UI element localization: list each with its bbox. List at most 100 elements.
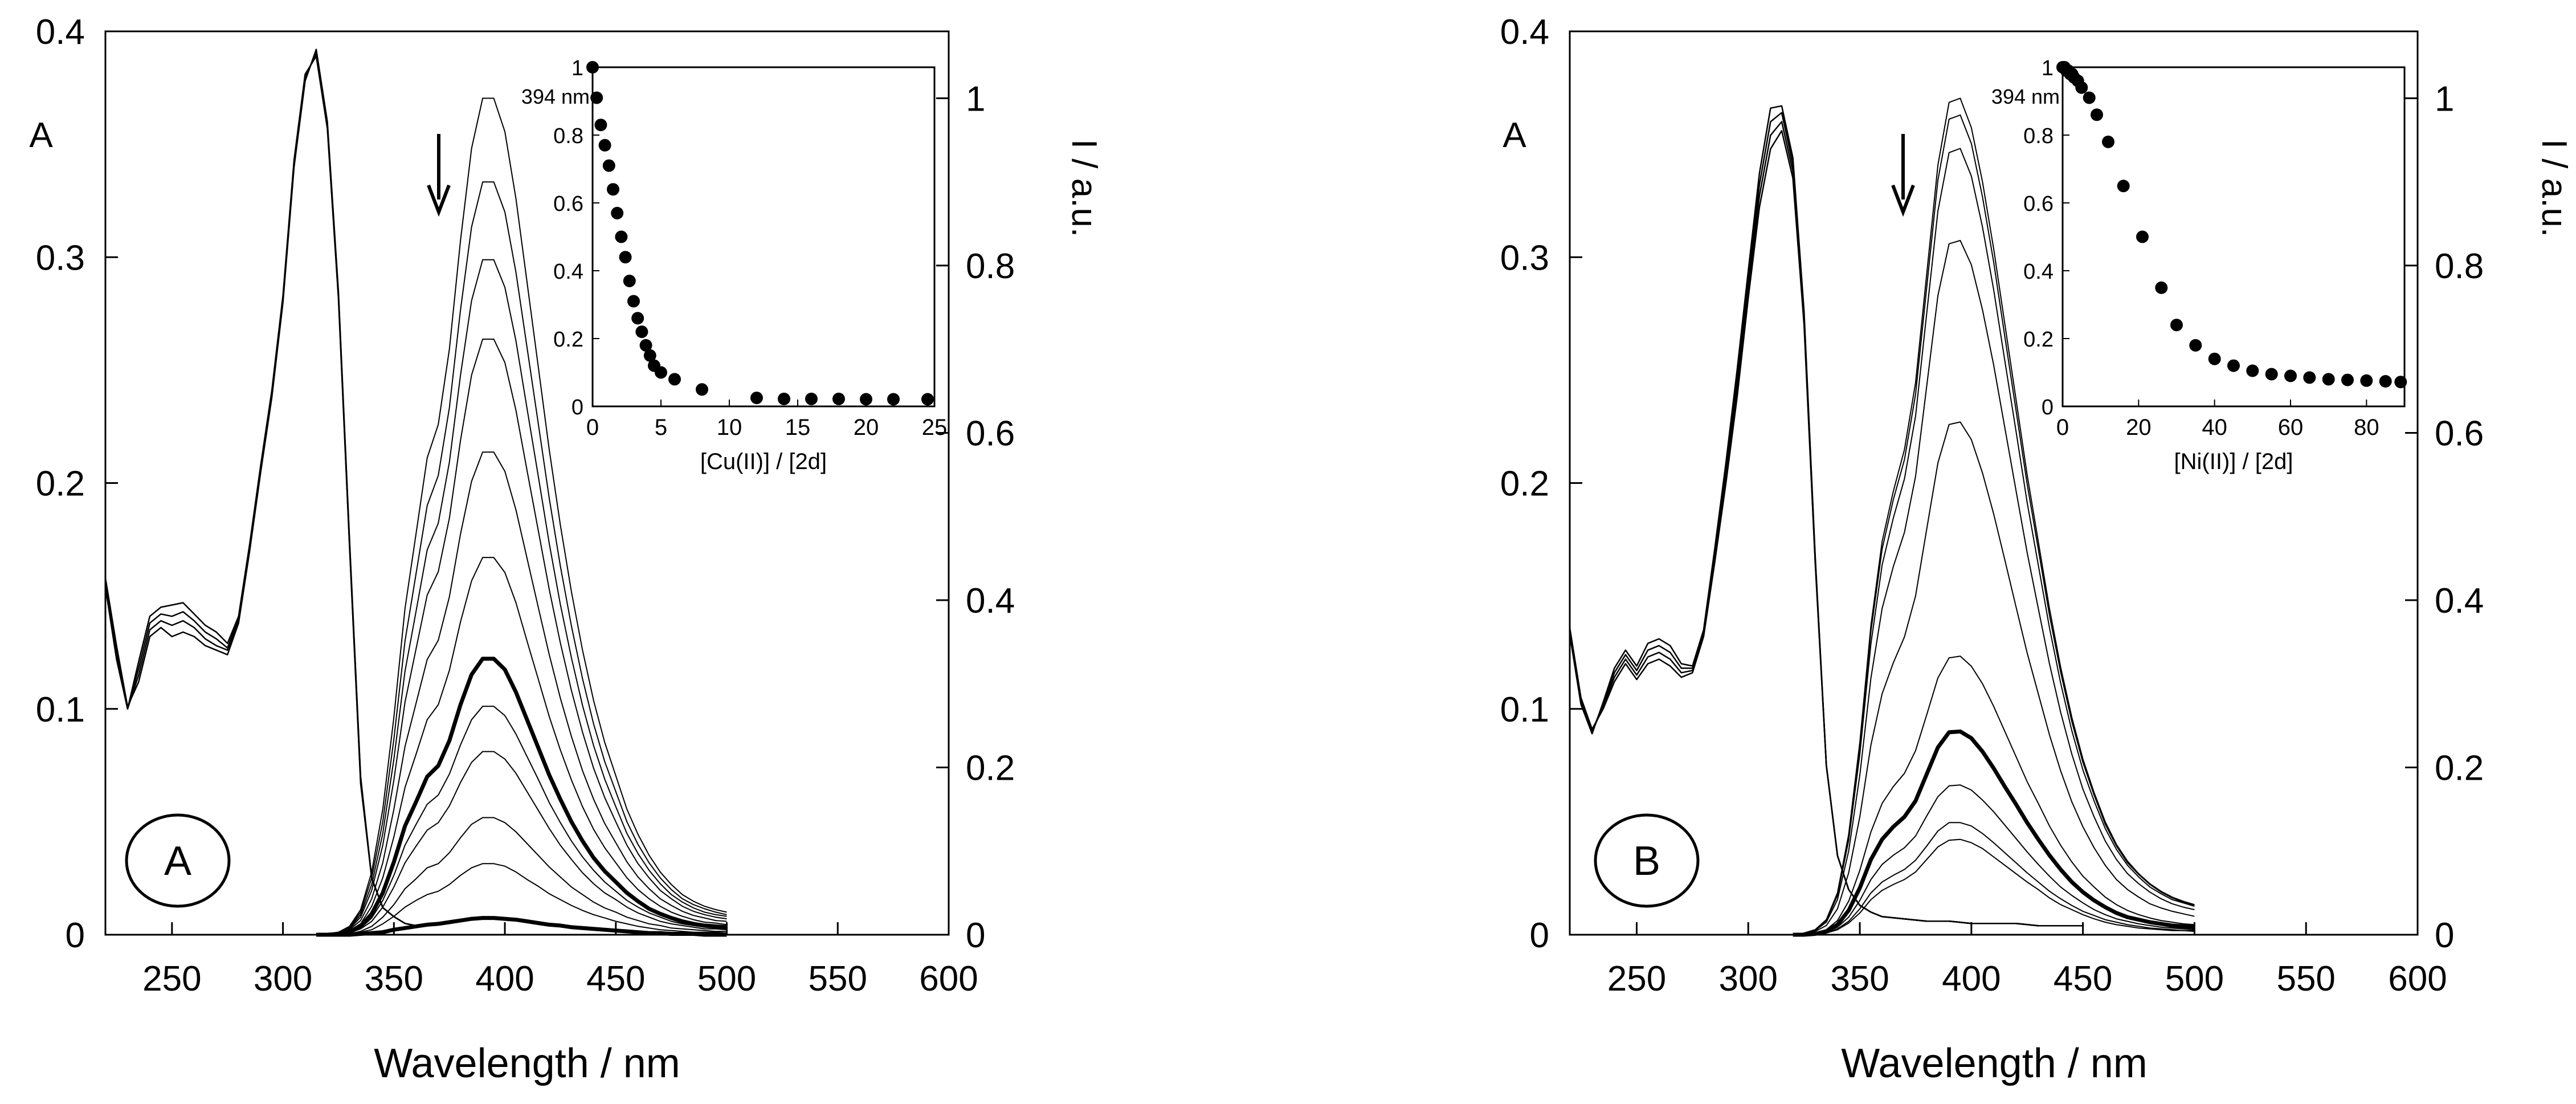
x-tick-label: 400: [475, 959, 534, 999]
panel-b: 250 300 350 400 450 500 550 60000.10.20.30.400.…: [1500, 13, 2574, 1086]
inset-x-tick-label: 40: [2202, 415, 2227, 440]
inset-data-point: [615, 230, 628, 243]
inset-data-point: [860, 393, 872, 406]
inset-y-tick-label: 0.2: [553, 328, 583, 352]
panel-label: A: [164, 838, 191, 884]
inset-x-tick-label: 15: [785, 415, 811, 440]
inset-data-point: [2360, 374, 2373, 387]
left-y-tick-label: 0: [66, 916, 85, 955]
emission-series-line: [316, 817, 727, 935]
inset-x-tick-label: 25: [922, 415, 948, 440]
right-y-tick-label: 0.2: [2435, 748, 2484, 788]
absorption-series-line: [104, 48, 417, 927]
right-y-tick-label: 0.6: [2435, 414, 2484, 453]
inset-data-point: [778, 392, 790, 405]
right-y-tick-label: 0.8: [2435, 247, 2484, 286]
inset-x-tick-label: 20: [854, 415, 879, 440]
absorption-series-line: [104, 51, 417, 927]
panel-label-circle: [125, 813, 231, 908]
inset-data-point: [2170, 319, 2183, 332]
x-tick-label: 400: [1942, 959, 2001, 999]
x-tick-label: 300: [254, 959, 312, 999]
inset-data-point: [611, 206, 624, 219]
panel-label: B: [1633, 838, 1660, 884]
inset-data-point: [2083, 91, 2096, 104]
inset-ticks: 0 5 10 15 20 25 0 0.2 0.4 0.6 0.8 1: [553, 56, 947, 440]
right-y-axis-title: I / a.u.: [2534, 139, 2574, 237]
inset-data-point: [655, 366, 667, 379]
absorption-series-line: [104, 53, 417, 927]
emission-series-line: [1793, 114, 2195, 935]
inset-data-point: [602, 159, 615, 172]
x-axis-title: Wavelength / nm: [1841, 1041, 2148, 1086]
inset-data-point: [2303, 371, 2316, 384]
inset-x-tick-label: 10: [717, 415, 742, 440]
emission-series-line: [316, 181, 727, 935]
down-arrow-icon: [427, 134, 451, 217]
left-y-tick-label: 0.4: [36, 13, 85, 52]
inset-data-point: [2091, 108, 2103, 121]
x-tick-label: 450: [2054, 959, 2112, 999]
left-y-tick-label: 0.1: [1500, 690, 1549, 730]
panel-a: 250 300 350 400 450 500 550 60000.10.20.30.400.…: [29, 13, 1104, 1086]
x-tick-label: 550: [809, 959, 867, 999]
left-y-axis-title: A: [29, 116, 53, 155]
emission-series-line: [316, 97, 727, 935]
right-y-tick-label: 0.2: [966, 748, 1015, 788]
emission-series-line: [316, 557, 727, 935]
panel-label-circle: [1594, 813, 1700, 908]
emission-series-line: [1793, 148, 2195, 935]
right-y-tick-label: 0.4: [966, 581, 1015, 621]
inset-y-tick-label: 0.8: [553, 124, 583, 148]
inset-data-point: [607, 183, 619, 196]
right-y-tick-label: 1: [966, 79, 985, 119]
emission-series-line: [316, 451, 727, 935]
x-tick-label: 600: [919, 959, 978, 999]
inset-y-tick-label: 0.6: [553, 192, 583, 216]
inset-x-tick-label: 20: [2126, 415, 2152, 440]
inset-data-point: [2136, 230, 2149, 243]
inset-x-tick-label: 0: [2056, 415, 2069, 440]
inset-annotation: 394 nm: [521, 85, 590, 108]
inset-data-point: [832, 392, 845, 405]
left-y-tick-label: 0.4: [1500, 13, 1549, 52]
x-tick-label: 500: [697, 959, 756, 999]
emission-series-line: [316, 916, 727, 937]
inset-data-point: [2322, 373, 2335, 386]
inset-data-point: [2246, 364, 2259, 377]
inset-data-point: [590, 91, 603, 104]
inset-y-tick-label: 0: [2042, 396, 2054, 419]
ticks-layer: 250 300 350 400 450 500 550 60000.10.20.30.400.…: [1500, 13, 2484, 999]
emission-series-line: [1793, 729, 2195, 937]
inset-y-tick-label: 0.8: [2023, 124, 2054, 148]
inset-data-point: [2102, 135, 2114, 148]
right-y-tick-label: 0.6: [966, 414, 1015, 453]
absorption-series-line: [1569, 105, 2083, 927]
inset-data-point: [619, 251, 632, 264]
series-layer: [104, 48, 727, 937]
inset-ticks: 0 20 40 60 80 0 0.2 0.4 0.6 0.8 1: [2023, 56, 2379, 440]
x-tick-label: 250: [142, 959, 201, 999]
inset-y-tick-label: 0.4: [553, 260, 583, 284]
inset-data-point: [696, 383, 708, 396]
emission-series-line: [316, 657, 727, 937]
inset-data-point: [2284, 369, 2297, 382]
inset-data-point: [2155, 281, 2168, 294]
emission-series-line: [1793, 655, 2195, 935]
left-y-tick-label: 0: [1530, 916, 1549, 955]
inset-data-point: [623, 274, 636, 287]
left-y-tick-label: 0.2: [1500, 465, 1549, 504]
right-y-tick-label: 0: [2435, 916, 2454, 955]
emission-series-line: [1793, 239, 2195, 935]
inset-data-point: [2265, 368, 2278, 381]
series-layer: [1569, 97, 2195, 937]
inset-data-point: [2117, 180, 2130, 193]
x-tick-label: 600: [2388, 959, 2447, 999]
emission-series-line: [316, 706, 727, 935]
inset-data-point: [631, 312, 644, 325]
right-y-tick-label: 0.8: [966, 247, 1015, 286]
inset-data-point: [639, 339, 652, 352]
inset-data-point: [668, 373, 681, 386]
x-tick-label: 350: [1830, 959, 1889, 999]
